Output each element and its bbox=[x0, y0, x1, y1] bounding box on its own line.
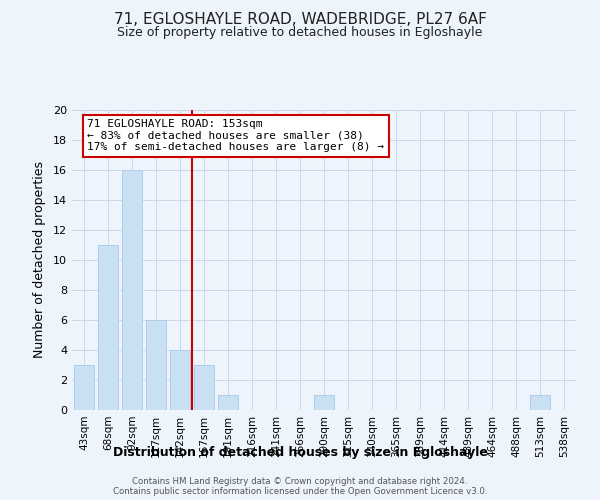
Bar bbox=[218, 395, 238, 410]
Text: Contains HM Land Registry data © Crown copyright and database right 2024.: Contains HM Land Registry data © Crown c… bbox=[132, 476, 468, 486]
Bar bbox=[170, 350, 190, 410]
Bar bbox=[122, 170, 142, 410]
Bar bbox=[74, 365, 94, 410]
Bar bbox=[314, 395, 334, 410]
Text: 71 EGLOSHAYLE ROAD: 153sqm
← 83% of detached houses are smaller (38)
17% of semi: 71 EGLOSHAYLE ROAD: 153sqm ← 83% of deta… bbox=[87, 119, 384, 152]
Bar bbox=[530, 395, 550, 410]
Text: Size of property relative to detached houses in Egloshayle: Size of property relative to detached ho… bbox=[118, 26, 482, 39]
Bar bbox=[146, 320, 166, 410]
Text: Contains public sector information licensed under the Open Government Licence v3: Contains public sector information licen… bbox=[113, 486, 487, 496]
Bar bbox=[194, 365, 214, 410]
Y-axis label: Number of detached properties: Number of detached properties bbox=[33, 162, 46, 358]
Text: 71, EGLOSHAYLE ROAD, WADEBRIDGE, PL27 6AF: 71, EGLOSHAYLE ROAD, WADEBRIDGE, PL27 6A… bbox=[113, 12, 487, 28]
Text: Distribution of detached houses by size in Egloshayle: Distribution of detached houses by size … bbox=[113, 446, 487, 459]
Bar bbox=[98, 245, 118, 410]
